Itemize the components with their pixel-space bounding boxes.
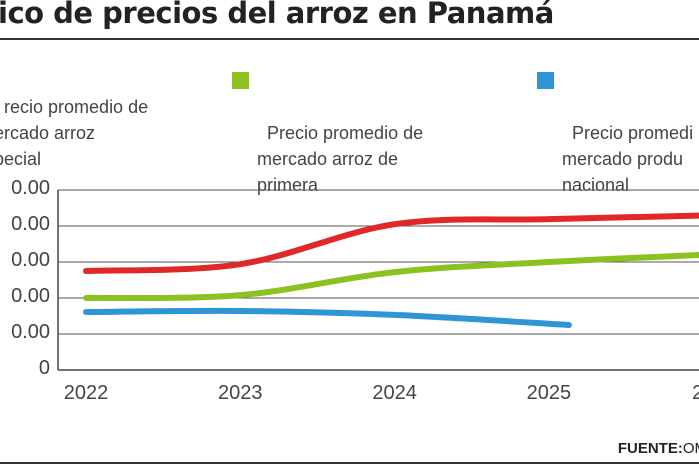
x-tick-label: 2025 [526, 382, 572, 404]
y-tick-label: 0.00 [11, 249, 50, 271]
x-tick-label: 2023 [218, 382, 263, 404]
x-tick-label: 20 [692, 382, 699, 404]
y-tick-label: 0.00 [11, 213, 50, 235]
source-value: OM [682, 440, 699, 457]
title-divider [0, 38, 699, 40]
y-tick-label: 0.00 [11, 321, 50, 343]
y-tick-label: 0.00 [11, 177, 50, 199]
legend-item-especial: recio promedio de ercado arroz pecial [0, 68, 148, 172]
series-line-0 [83, 212, 699, 274]
chart-title: ico de precios del arroz en Panamá [0, 0, 554, 30]
y-tick-label: 0 [38, 357, 50, 379]
x-tick-label: 2022 [63, 382, 109, 404]
source-label: FUENTE: [617, 440, 683, 457]
legend-swatch [537, 72, 554, 89]
series-line-2 [83, 307, 572, 328]
y-tick-label: 0.00 [11, 285, 50, 307]
source-note: FUENTE:OM [618, 440, 699, 457]
x-tick-label: 2024 [372, 382, 417, 404]
series-line-1 [83, 251, 699, 302]
legend-swatch [232, 72, 249, 89]
bottom-divider [0, 462, 699, 464]
legend-label: recio promedio de ercado arroz pecial [0, 97, 149, 169]
